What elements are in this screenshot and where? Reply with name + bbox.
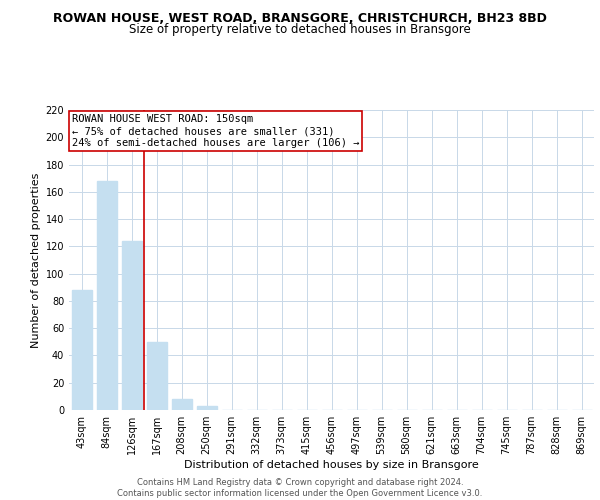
Bar [146, 342, 167, 410]
Bar [71, 290, 91, 410]
Y-axis label: Number of detached properties: Number of detached properties [31, 172, 41, 348]
Text: ROWAN HOUSE WEST ROAD: 150sqm
← 75% of detached houses are smaller (331)
24% of : ROWAN HOUSE WEST ROAD: 150sqm ← 75% of d… [71, 114, 359, 148]
Text: ROWAN HOUSE, WEST ROAD, BRANSGORE, CHRISTCHURCH, BH23 8BD: ROWAN HOUSE, WEST ROAD, BRANSGORE, CHRIS… [53, 12, 547, 26]
Bar [172, 399, 191, 410]
Bar [97, 181, 116, 410]
Text: Size of property relative to detached houses in Bransgore: Size of property relative to detached ho… [129, 22, 471, 36]
Bar [197, 406, 217, 410]
Bar [121, 241, 142, 410]
X-axis label: Distribution of detached houses by size in Bransgore: Distribution of detached houses by size … [184, 460, 479, 470]
Text: Contains HM Land Registry data © Crown copyright and database right 2024.
Contai: Contains HM Land Registry data © Crown c… [118, 478, 482, 498]
